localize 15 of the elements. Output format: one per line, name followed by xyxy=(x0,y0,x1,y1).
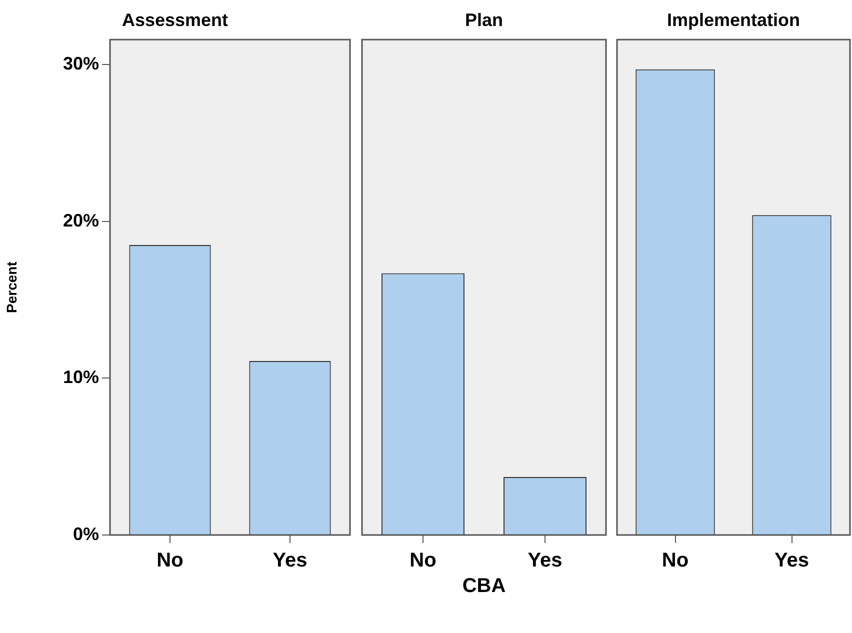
y-tick-label: 10% xyxy=(62,367,99,388)
chart-title: Assessment xyxy=(122,10,228,30)
y-tick-label: 20% xyxy=(62,210,99,230)
chart-title: Plan xyxy=(464,10,504,30)
chart-title: Implementation xyxy=(666,10,800,30)
x-axis-title: CBA xyxy=(461,575,507,598)
x-tick-label: Yes xyxy=(774,550,809,572)
y-tick-label: 30% xyxy=(62,54,99,74)
x-tick-label: No xyxy=(662,550,689,572)
x-tick-label: Yes xyxy=(272,550,308,572)
x-tick-label: No xyxy=(156,550,184,572)
y-axis-title: Percent xyxy=(3,261,20,313)
y-tick-label: 0% xyxy=(72,524,99,544)
x-tick-label: Yes xyxy=(528,550,562,572)
x-tick-label: No xyxy=(410,550,436,572)
